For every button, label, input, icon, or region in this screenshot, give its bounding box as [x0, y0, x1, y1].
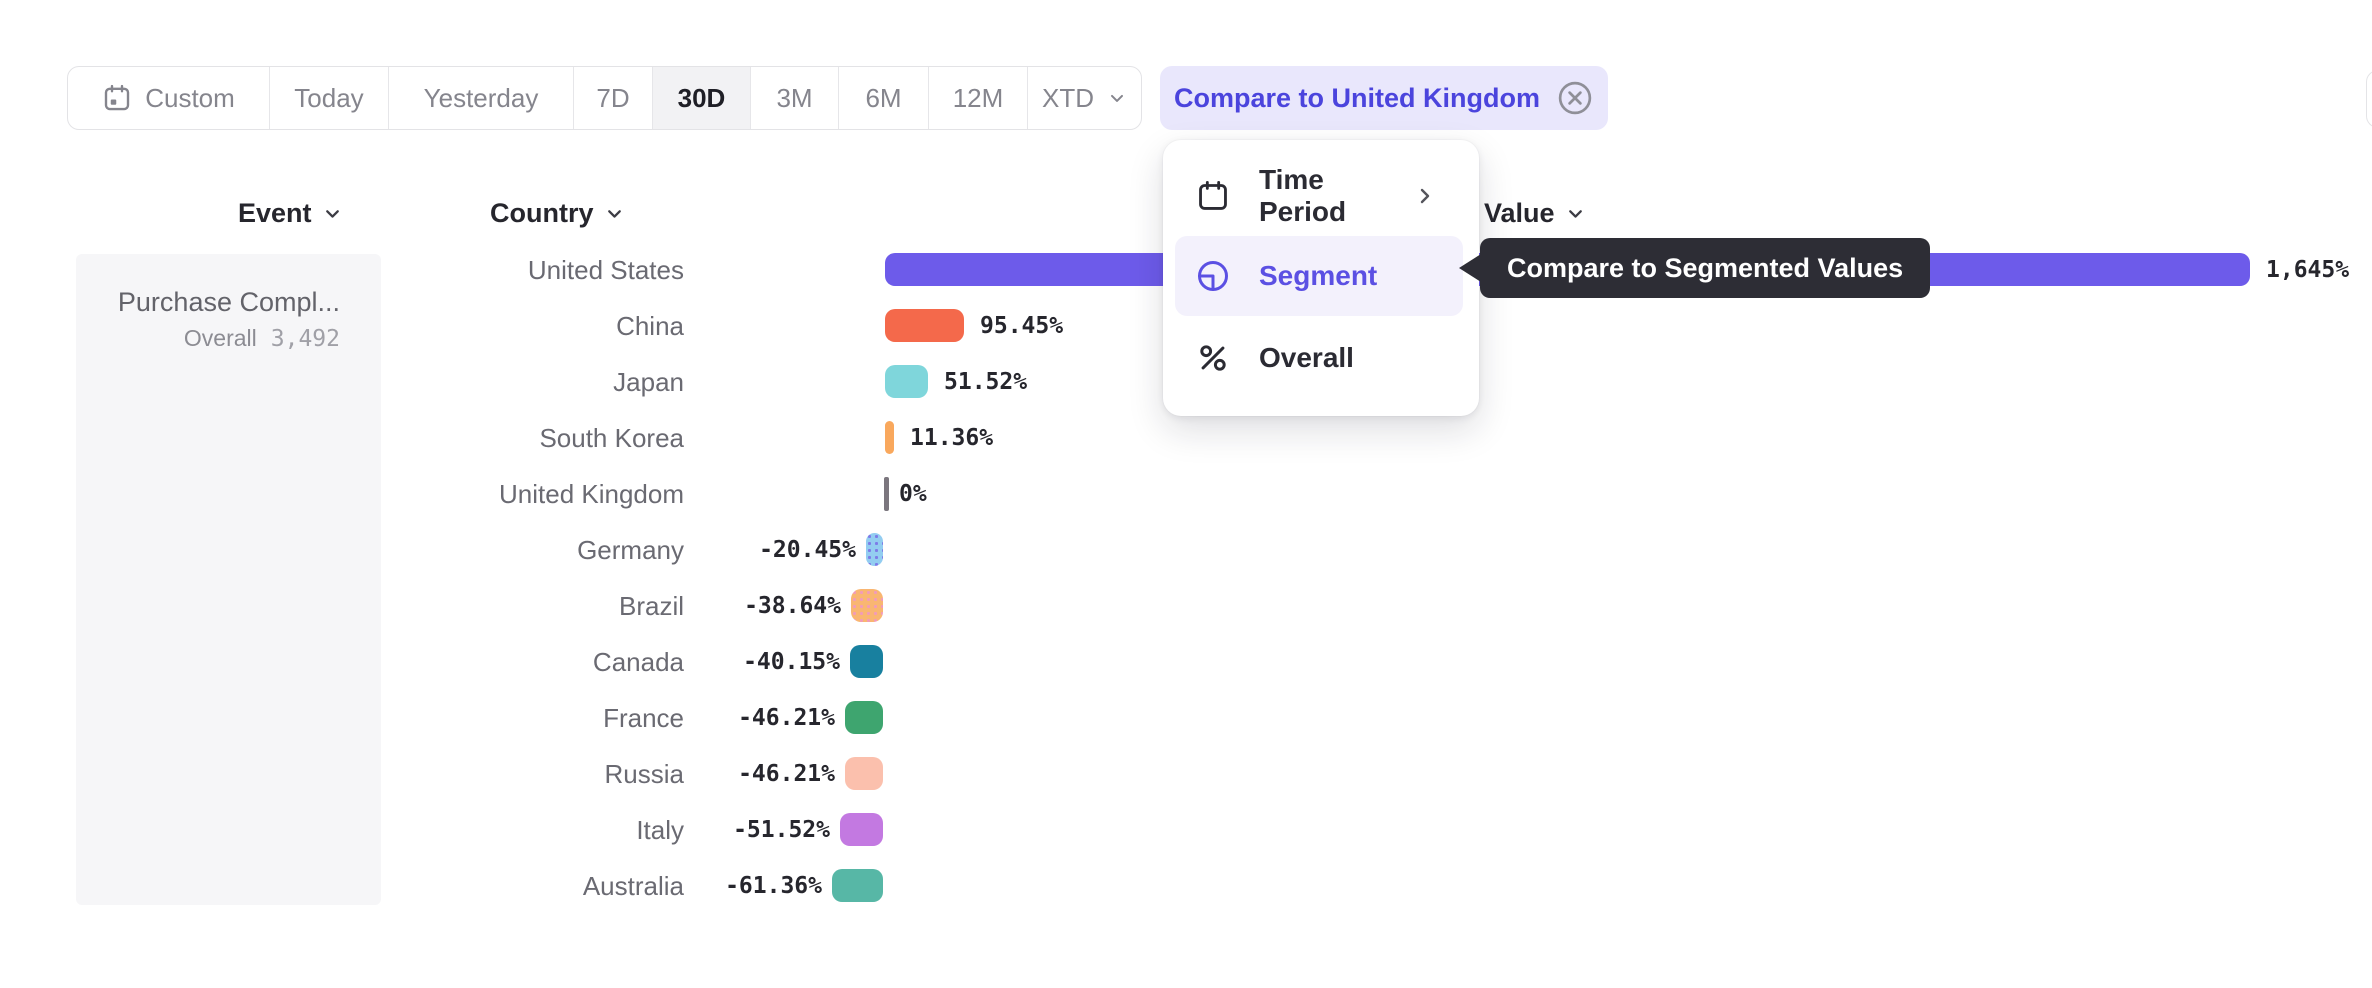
date-range-7d-button[interactable]: 7D [574, 67, 653, 129]
value-label-australia: -61.36% [725, 873, 822, 899]
value-label-russia: -46.21% [738, 761, 835, 787]
event-card[interactable]: Purchase Compl... Overall 3,492 [76, 254, 381, 905]
tooltip-arrow-icon [1459, 254, 1481, 282]
tooltip: Compare to Segmented Values [1459, 238, 1931, 298]
bar-germany[interactable] [866, 533, 883, 566]
bar-south-korea[interactable] [885, 421, 894, 454]
date-range-6m-button[interactable]: 6M [839, 67, 929, 129]
bar-brazil[interactable] [851, 589, 883, 622]
category-label-china: China [616, 311, 684, 341]
date-range-custom-button[interactable]: Custom [68, 67, 270, 129]
date-range-30d-button[interactable]: 30D [653, 67, 751, 129]
event-column-header[interactable]: Event [238, 197, 343, 229]
overall-label: Overall [183, 325, 257, 351]
value-label-canada: -40.15% [743, 649, 840, 675]
chart-row-brazil: Brazil -38.64% [0, 578, 2372, 634]
zero-baseline-marker [884, 477, 889, 511]
category-label-italy: Italy [636, 815, 684, 845]
menu-item-time-period[interactable]: Time Period [1175, 156, 1463, 236]
bar-china[interactable] [885, 309, 964, 342]
value-label-china: 95.45% [980, 313, 1064, 339]
category-label-russia: Russia [604, 759, 684, 789]
chart-row-australia: Australia -61.36% [0, 858, 2372, 914]
value-label-south-korea: 11.36% [910, 425, 994, 451]
compare-to-chip-label: Compare to United Kingdom [1174, 82, 1540, 113]
tooltip-text: Compare to Segmented Values [1507, 252, 1904, 283]
value-label-italy: -51.52% [733, 817, 830, 843]
chevron-down-icon [322, 203, 343, 224]
bar-canada[interactable] [850, 645, 883, 678]
chart-row-france: France -46.21% [0, 690, 2372, 746]
calendar-icon [102, 83, 132, 113]
chevron-down-icon [1107, 88, 1127, 108]
calendar-icon [1193, 179, 1233, 213]
category-label-brazil: Brazil [618, 591, 684, 621]
chart-row-japan: Japan 51.52% [0, 354, 2372, 410]
menu-item-segment[interactable]: Segment [1175, 236, 1463, 316]
category-label-germany: Germany [577, 535, 684, 565]
value-label-united-states: 1,645% [2266, 257, 2350, 283]
chart-row-south-korea: South Korea 11.36% [0, 410, 2372, 466]
chart-row-china: China 95.45% [0, 298, 2372, 354]
category-label-france: France [603, 703, 684, 733]
chart-row-canada: Canada -40.15% [0, 634, 2372, 690]
category-label-japan: Japan [613, 367, 684, 397]
date-range-today-button[interactable]: Today [270, 67, 389, 129]
category-label-australia: Australia [582, 871, 684, 901]
date-range-label: Custom [145, 82, 235, 113]
event-overall-row: Overall 3,492 [76, 325, 340, 352]
bar-russia[interactable] [845, 757, 883, 790]
bar-italy[interactable] [840, 813, 883, 846]
chart-row-united-kingdom: United Kingdom 0% [0, 466, 2372, 522]
value-column-header[interactable]: Value [1484, 197, 1586, 229]
overall-value: 3,492 [270, 326, 340, 352]
compare-options-menu: Time Period Segment Overall [1163, 140, 1479, 416]
bar-france[interactable] [845, 701, 883, 734]
date-range-toolbar: Custom Today Yesterday 7D 30D 3M 6M 12M … [67, 66, 1142, 130]
bar-japan[interactable] [885, 365, 928, 398]
chevron-down-icon [1565, 203, 1586, 224]
chart-row-germany: Germany -20.45% [0, 522, 2372, 578]
chart-row-italy: Italy -51.52% [0, 802, 2372, 858]
bar-australia[interactable] [832, 869, 883, 902]
event-name: Purchase Compl... [117, 287, 340, 317]
percent-icon [1193, 341, 1233, 375]
value-label-united-kingdom: 0% [899, 481, 927, 507]
date-range-3m-button[interactable]: 3M [751, 67, 839, 129]
country-column-header[interactable]: Country [490, 197, 625, 229]
value-label-germany: -20.45% [759, 537, 856, 563]
date-range-yesterday-button[interactable]: Yesterday [389, 67, 574, 129]
category-label-united-states: United States [527, 255, 684, 285]
category-label-south-korea: South Korea [539, 423, 684, 453]
remove-compare-icon[interactable] [1556, 79, 1594, 117]
category-label-united-kingdom: United Kingdom [499, 479, 684, 509]
value-label-brazil: -38.64% [744, 593, 841, 619]
segment-icon [1193, 258, 1233, 294]
date-range-xtd-button[interactable]: XTD [1028, 67, 1141, 129]
date-range-12m-button[interactable]: 12M [929, 67, 1028, 129]
compare-to-chip[interactable]: Compare to United Kingdom [1160, 66, 1608, 130]
chart-row-russia: Russia -46.21% [0, 746, 2372, 802]
value-label-france: -46.21% [738, 705, 835, 731]
chevron-down-icon [604, 203, 625, 224]
value-label-japan: 51.52% [944, 369, 1028, 395]
category-label-canada: Canada [592, 647, 684, 677]
chevron-right-icon [1405, 184, 1445, 208]
menu-item-overall[interactable]: Overall [1175, 318, 1463, 398]
